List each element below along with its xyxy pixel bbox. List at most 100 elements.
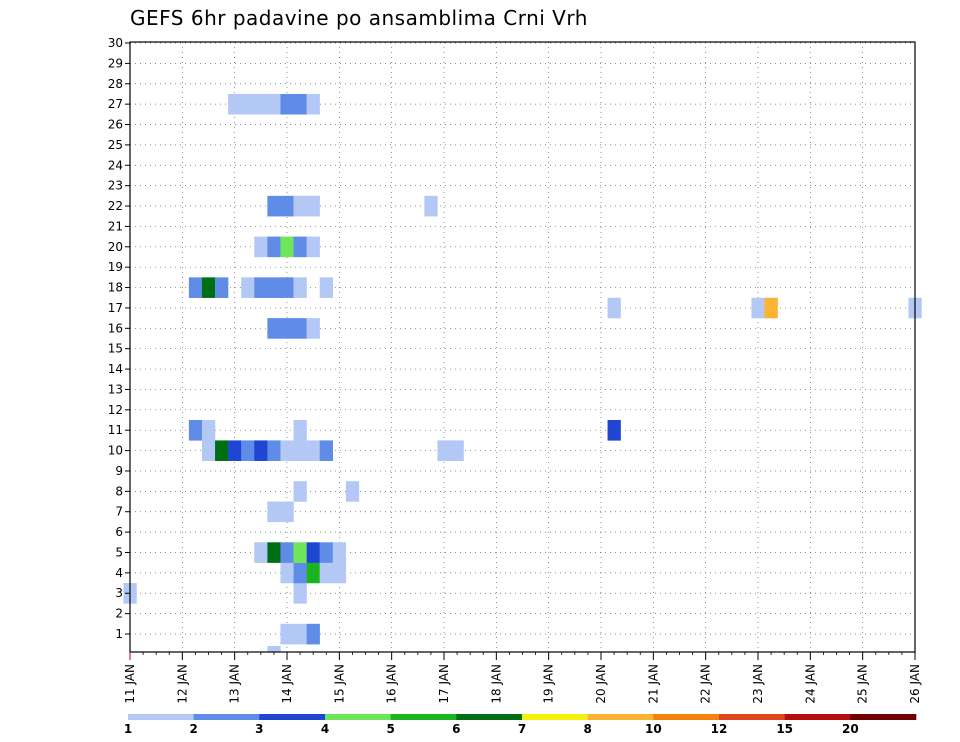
legend-label: 5 [386,722,394,736]
heatmap-cell [293,542,307,563]
heatmap-cell [254,542,268,563]
legend-swatch [653,714,720,720]
heatmap-cell [450,440,464,461]
x-tick-label: 21 JAN [646,664,660,704]
y-tick-label: 5 [115,545,123,559]
legend-label: 4 [321,722,329,736]
heatmap-cell [267,440,281,461]
ensemble-cells [123,93,922,653]
heatmap-cell [319,562,333,584]
y-tick-label: 1 [115,627,123,641]
heatmap-cell [293,93,307,115]
x-tick-label: 14 JAN [280,664,294,704]
heatmap-cell [306,195,320,217]
heatmap-cell [280,440,294,461]
legend-label: 8 [583,722,591,736]
x-tick-label: 17 JAN [437,664,451,704]
heatmap-cell [306,93,320,115]
y-tick-label: 21 [108,219,123,233]
heatmap-cell [267,318,281,339]
legend-label: 20 [842,722,859,736]
y-tick-label: 19 [108,260,123,274]
heatmap-cell [280,93,294,115]
legend-label: 7 [518,722,526,736]
legend-swatch [522,714,588,720]
y-tick-label: 24 [108,158,123,172]
legend-label: 2 [189,722,197,736]
y-tick-label: 7 [115,505,123,519]
heatmap-cell [267,501,281,523]
heatmap-cell [607,297,621,319]
x-tick-label: 16 JAN [385,664,399,704]
heatmap-cell [764,297,778,319]
x-tick-label: 20 JAN [594,664,608,704]
heatmap-cell [280,195,294,217]
y-tick-label: 6 [115,525,123,539]
heatmap-cell [267,195,281,217]
x-tick-label: 18 JAN [489,664,503,704]
heatmap-cell [241,93,255,115]
legend-swatch [784,714,851,720]
heatmap-cell [607,420,621,441]
heatmap-cell [319,277,333,298]
heatmap-cell [306,623,320,645]
heatmap-cell [437,440,451,461]
heatmap-cell [280,318,294,339]
heatmap-cell [201,277,216,298]
legend-label: 10 [645,722,662,736]
y-tick-label: 18 [108,281,123,295]
heatmap-cell [293,481,307,502]
heatmap-cell [332,562,347,584]
x-axis: 11 JAN 12 JAN 13 JAN 14 JAN 15 JAN 16 JAN 17 J… [123,652,922,704]
y-tick-label: 17 [108,301,123,315]
legend-swatch [325,714,391,720]
heatmap-cell [254,277,268,298]
y-tick-label: 22 [108,199,123,213]
heatmap-cell [306,318,320,339]
heatmap-cell [254,440,268,461]
x-tick-label: 25 JAN [856,664,870,704]
heatmap-cell [293,562,307,584]
legend-swatch [850,714,917,720]
x-tick-label: 24 JAN [803,664,817,704]
heatmap-cell [306,236,320,258]
heatmap-cell [280,277,294,298]
heatmap-cell [293,236,307,258]
heatmap-cell [188,420,203,441]
y-axis: 1234567891011121314151617181920212223242… [108,36,130,641]
heatmap-cell [280,562,294,584]
heatmap-cell [254,93,268,115]
heatmap-cell [280,236,294,258]
y-tick-label: 10 [108,444,123,458]
heatmap-cell [293,195,307,217]
heatmap-cell [267,93,281,115]
heatmap-cell [293,623,307,645]
y-tick-label: 8 [115,484,123,498]
y-tick-label: 27 [108,97,123,111]
heatmap-cell [280,542,294,563]
legend-swatch [193,714,260,720]
y-tick-label: 4 [115,566,123,580]
y-tick-label: 13 [108,382,123,396]
plot-frame [129,41,916,653]
legend-swatch [259,714,326,720]
y-tick-label: 11 [108,423,123,437]
y-tick-label: 3 [115,586,123,600]
legend-label: 6 [452,722,460,736]
y-tick-label: 28 [108,77,123,91]
y-tick-label: 30 [108,36,123,50]
x-tick-label: 22 JAN [699,664,713,704]
heatmap-cell [267,542,281,563]
legend-swatch [719,714,785,720]
y-tick-label: 26 [108,118,123,132]
chart-title: GEFS 6hr padavine po ansamblima Crni Vrh [130,6,588,30]
legend-label: 3 [255,722,263,736]
heatmap-cell [751,297,765,319]
x-tick-label: 11 JAN [123,664,137,704]
color-legend: 1 2 3 4 5 6 7 8 10 12 15 20 [124,714,917,736]
heatmap-cell [332,542,347,563]
heatmap-cell [319,440,333,461]
grid [130,42,915,652]
legend-swatch [456,714,523,720]
